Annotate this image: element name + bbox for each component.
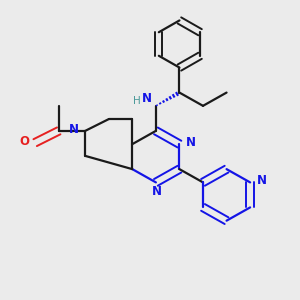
Text: N: N	[186, 136, 196, 149]
Text: H: H	[133, 96, 141, 106]
Text: N: N	[142, 92, 152, 105]
Text: N: N	[257, 174, 267, 188]
Text: N: N	[68, 123, 78, 136]
Text: O: O	[20, 135, 30, 148]
Text: N: N	[152, 185, 162, 198]
